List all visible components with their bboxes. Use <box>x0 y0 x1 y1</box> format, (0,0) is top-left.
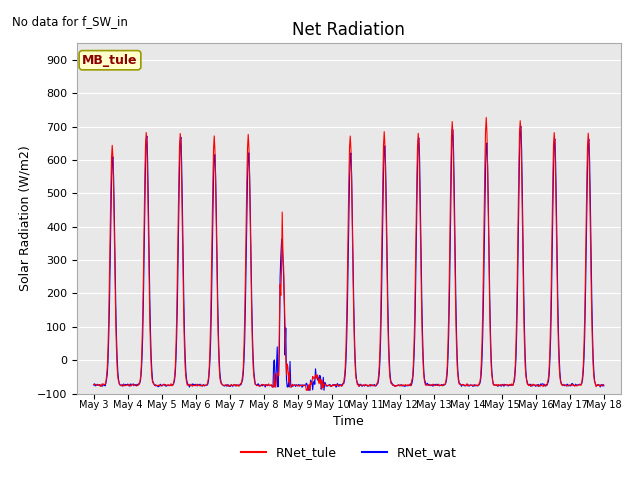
RNet_tule <box>442 382 449 387</box>
RNet_tule <box>303 387 310 393</box>
Legend: RNet_tule, RNet_wat: RNet_tule, RNet_wat <box>236 442 461 465</box>
RNet_tule <box>600 382 607 388</box>
RNet_tule <box>555 345 563 350</box>
Text: MB_tule: MB_tule <box>82 54 138 67</box>
RNet_wat <box>517 123 525 129</box>
RNet_wat <box>600 383 607 389</box>
Line: RNet_wat: RNet_wat <box>94 126 604 390</box>
RNet_wat <box>442 382 449 387</box>
RNet_wat <box>305 387 312 393</box>
RNet_tule <box>391 384 399 389</box>
RNet_tule <box>341 364 349 370</box>
RNet_tule <box>483 115 490 120</box>
Y-axis label: Solar Radiation (W/m2): Solar Radiation (W/m2) <box>18 145 31 291</box>
RNet_wat <box>391 383 399 389</box>
Text: No data for f_SW_in: No data for f_SW_in <box>12 15 127 28</box>
RNet_wat <box>341 371 349 376</box>
X-axis label: Time: Time <box>333 415 364 429</box>
Title: Net Radiation: Net Radiation <box>292 21 405 39</box>
Line: RNet_tule: RNet_tule <box>94 118 604 390</box>
RNet_wat <box>90 382 98 388</box>
RNet_wat <box>202 383 209 388</box>
RNet_wat <box>224 382 232 387</box>
RNet_tule <box>224 383 232 388</box>
RNet_wat <box>555 330 563 336</box>
RNet_tule <box>90 382 98 387</box>
RNet_tule <box>202 382 209 388</box>
